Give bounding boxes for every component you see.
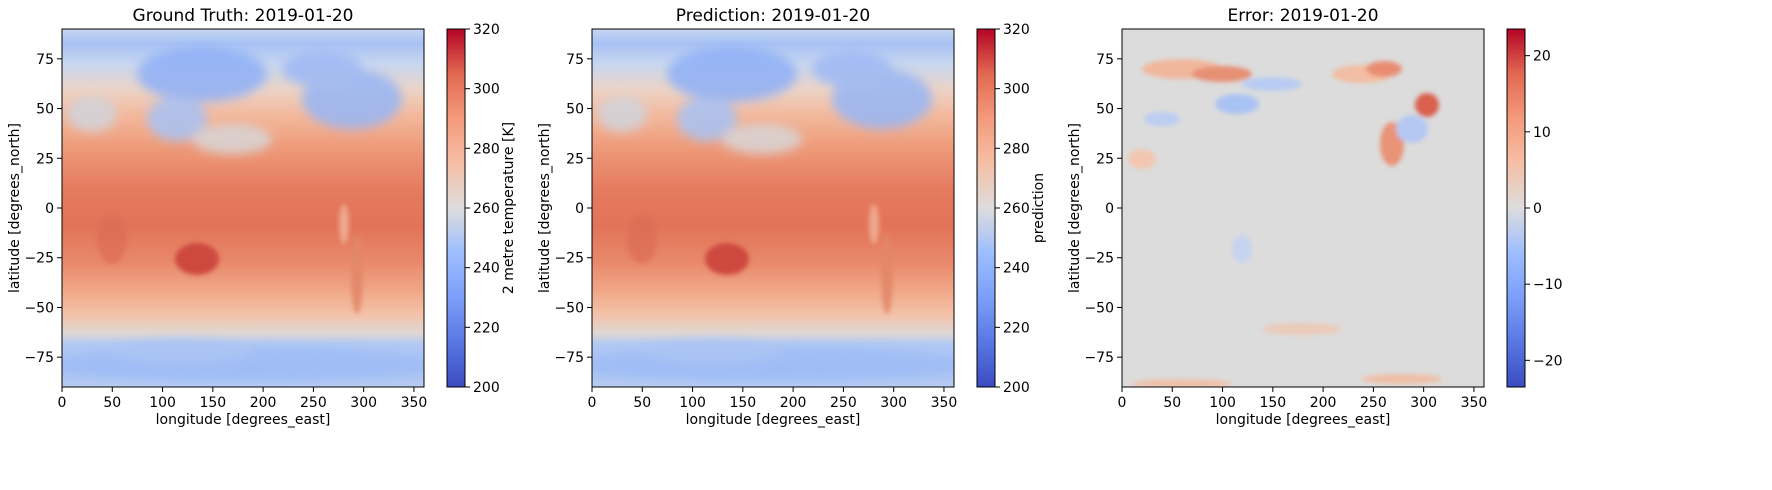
- y-tick-label: −50: [24, 300, 54, 316]
- y-axis-label: latitude [degrees_north]: [537, 123, 553, 293]
- y-tick-label: 0: [45, 201, 54, 217]
- y-tick-label: 50: [36, 102, 54, 118]
- colorbar-tick-label: 280: [1003, 141, 1030, 157]
- chart-title: Ground Truth: 2019-01-20: [133, 6, 354, 26]
- colorbar-tick-label: 240: [473, 261, 500, 277]
- colorbar-tick-label: 300: [1003, 82, 1030, 98]
- x-tick-label: 100: [1209, 395, 1236, 411]
- x-tick-label: 150: [729, 395, 756, 411]
- x-axis-label: longitude [degrees_east]: [156, 412, 331, 428]
- x-tick-label: 250: [300, 395, 327, 411]
- chart-panel-3: 0 50 100 150 200 250 300 350−75−50−250255075Err…: [1067, 6, 1563, 428]
- y-tick-label: −25: [1084, 251, 1114, 267]
- x-tick-label: 100: [679, 395, 706, 411]
- x-tick-label: 300: [350, 395, 377, 411]
- x-tick-label: 350: [931, 395, 958, 411]
- colorbar-tick-label: 220: [1003, 320, 1030, 336]
- y-tick-label: −75: [554, 350, 584, 366]
- y-tick-label: 75: [1096, 52, 1114, 68]
- colorbar-tick-label: 200: [1003, 380, 1030, 396]
- colorbar-tick-label: 220: [473, 320, 500, 336]
- x-tick-label: 250: [1360, 395, 1387, 411]
- y-tick-label: 25: [566, 151, 584, 167]
- y-tick-label: 0: [1105, 201, 1114, 217]
- panels: 0 50 100 150 200 250 300 350−75−50−250255075Gro…: [7, 6, 1563, 428]
- colorbar-tick-label: −10: [1533, 277, 1563, 293]
- colorbar-label: prediction: [1031, 173, 1047, 243]
- x-tick-label: 150: [199, 395, 226, 411]
- x-tick-label: 0: [588, 395, 597, 411]
- y-tick-label: 50: [566, 102, 584, 118]
- x-tick-label: 100: [149, 395, 176, 411]
- x-tick-label: 250: [830, 395, 857, 411]
- colorbar-tick-label: 20: [1533, 49, 1551, 65]
- colorbar: 200 220 240 260 280 300 320 2 metre temperature…: [446, 22, 517, 396]
- colorbar-tick-label: 10: [1533, 125, 1551, 141]
- y-tick-label: −50: [1084, 300, 1114, 316]
- chart-title: Error: 2019-01-20: [1227, 6, 1378, 26]
- y-tick-label: 0: [575, 201, 584, 217]
- colorbar-tick-label: 200: [473, 380, 500, 396]
- x-tick-label: 0: [58, 395, 67, 411]
- x-tick-label: 300: [1410, 395, 1437, 411]
- colorbar-tick-label: 320: [1003, 22, 1030, 38]
- colorbar: 200 220 240 260 280 300 320 prediction: [976, 22, 1047, 396]
- colorbar-gradient: [1506, 28, 1526, 388]
- x-tick-label: 150: [1259, 395, 1286, 411]
- heatmap-field: [53, 29, 433, 387]
- colorbar-tick-label: 300: [473, 82, 500, 98]
- y-tick-label: 75: [566, 52, 584, 68]
- x-tick-label: 50: [633, 395, 651, 411]
- x-axis-label: longitude [degrees_east]: [1216, 412, 1391, 428]
- y-tick-label: 25: [1096, 151, 1114, 167]
- colorbar-tick-label: 0: [1533, 201, 1542, 217]
- colorbar-tick-label: 240: [1003, 261, 1030, 277]
- heatmap-field: [1122, 29, 1484, 387]
- colorbar-tick-label: 260: [1003, 201, 1030, 217]
- y-tick-label: −25: [554, 251, 584, 267]
- x-tick-label: 200: [780, 395, 807, 411]
- y-axis-label: latitude [degrees_north]: [1067, 123, 1083, 293]
- x-tick-label: 50: [1163, 395, 1181, 411]
- chart-panel-1: 0 50 100 150 200 250 300 350 −75 −50 −25 0 25 50 75 Gro…: [7, 6, 517, 428]
- heatmap-field: [583, 29, 963, 387]
- y-tick-label: 75: [36, 52, 54, 68]
- colorbar-gradient: [976, 28, 996, 388]
- colorbar-label: 2 metre temperature [K]: [501, 122, 517, 294]
- colorbar: −20 −10 0 10 20: [1506, 28, 1563, 388]
- x-axis-label: longitude [degrees_east]: [686, 412, 861, 428]
- colorbar-tick-label: 320: [473, 22, 500, 38]
- y-axis-label: latitude [degrees_north]: [7, 123, 23, 293]
- x-tick-label: 350: [1461, 395, 1488, 411]
- x-tick-label: 300: [880, 395, 907, 411]
- colorbar-tick-label: 260: [473, 201, 500, 217]
- y-tick-label: 50: [1096, 102, 1114, 118]
- y-tick-label: −25: [24, 251, 54, 267]
- x-tick-label: 50: [103, 395, 121, 411]
- x-tick-label: 350: [401, 395, 428, 411]
- y-tick-label: −75: [24, 350, 54, 366]
- colorbar-gradient: [446, 28, 466, 388]
- x-tick-label: 200: [250, 395, 277, 411]
- colorbar-tick-label: −20: [1533, 353, 1563, 369]
- x-tick-label: 200: [1310, 395, 1337, 411]
- y-tick-label: −50: [554, 300, 584, 316]
- y-tick-label: 25: [36, 151, 54, 167]
- y-tick-label: −75: [1084, 350, 1114, 366]
- chart-title: Prediction: 2019-01-20: [676, 6, 870, 26]
- x-tick-label: 0: [1118, 395, 1127, 411]
- colorbar-tick-label: 280: [473, 141, 500, 157]
- chart-panel-2: 0 50 100 150 200 250 300 350 −75 −50 −25 0 25 50 75 Pre…: [537, 6, 1047, 428]
